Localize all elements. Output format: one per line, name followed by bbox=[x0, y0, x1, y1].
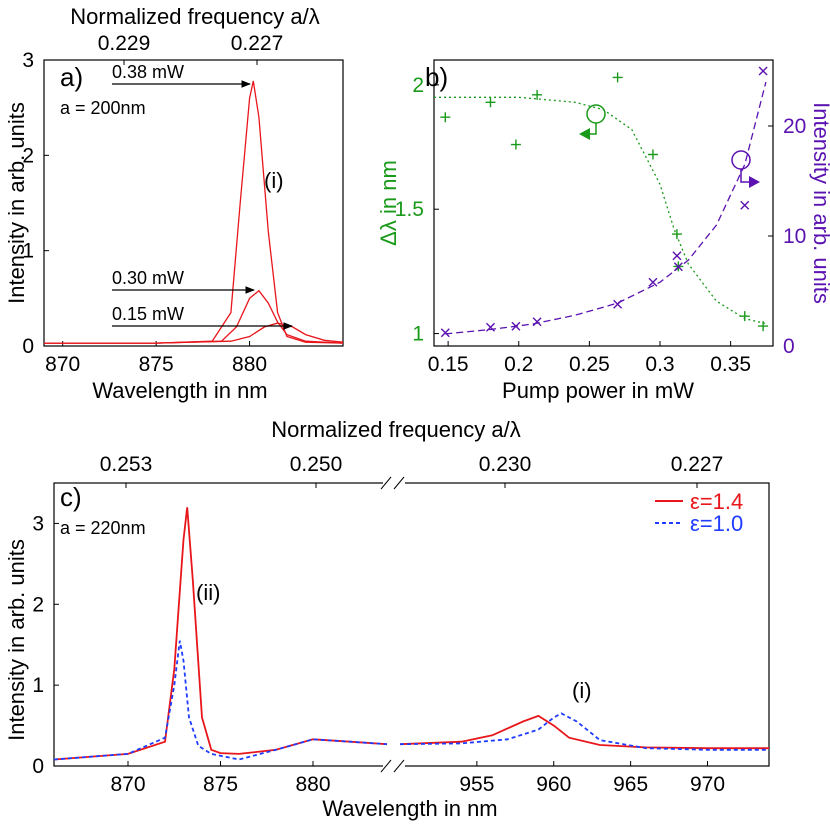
panel-c-y-axis-label: Intensity in arb. units bbox=[4, 539, 29, 741]
panel-c-x-axis-label: Wavelength in nm bbox=[322, 796, 497, 821]
panel-b-delta-point bbox=[739, 311, 750, 322]
panel-c-xtick-label: 955 bbox=[459, 773, 494, 796]
panel-b-xtick-label: 0.15 bbox=[428, 353, 469, 376]
panel-b-fit-right bbox=[445, 81, 767, 335]
panel-a-xtick-label: 875 bbox=[139, 353, 174, 376]
panel-c-xtick-label: 970 bbox=[690, 773, 725, 796]
panel-b-frame bbox=[433, 59, 774, 347]
panel-a-xtick-label: 880 bbox=[232, 353, 267, 376]
panel-a-letter: a) bbox=[60, 62, 83, 92]
panel-c-top-tick-label: 0.250 bbox=[290, 453, 343, 476]
panel-a-top-tick-label: 0.229 bbox=[98, 32, 151, 55]
panel-b-left-tick-label: 2 bbox=[412, 74, 424, 97]
panel-b-delta-point bbox=[485, 97, 496, 108]
panel-b-delta-point bbox=[671, 229, 682, 240]
panel-a-top-tick-label: 0.227 bbox=[231, 32, 284, 55]
panel-b-intensity-point bbox=[673, 262, 683, 272]
panel-a-power-label-1: 0.30 mW bbox=[112, 268, 184, 288]
panel-a-series-line-2 bbox=[44, 322, 343, 344]
panel-b-intensity-point bbox=[648, 277, 658, 287]
panel-a-series-line-0 bbox=[44, 80, 343, 344]
panel-b-delta-point bbox=[532, 89, 543, 100]
legend-label-eps-1-0: ε=1.0 bbox=[690, 511, 743, 536]
panel-a-x-axis-label: Wavelength in nm bbox=[92, 378, 267, 403]
panel-c-ytick-label: 2 bbox=[32, 593, 44, 616]
panel-b-right-tick-label: 20 bbox=[783, 115, 806, 138]
panel-c-peak-label-i: (i) bbox=[572, 678, 592, 703]
panel-b-intensity-point bbox=[672, 251, 682, 261]
panel-c-xtick-label: 965 bbox=[613, 773, 648, 796]
panel-b-fit-left bbox=[434, 96, 767, 325]
panel-c-ytick-label: 1 bbox=[32, 674, 44, 697]
panel-a-ytick-label: 2 bbox=[22, 144, 34, 167]
panel-a-ytick-label: 1 bbox=[22, 240, 34, 263]
panel-b-delta-point bbox=[510, 139, 521, 150]
panel-b-intensity-point bbox=[740, 200, 750, 210]
panel-a-series-line-1 bbox=[44, 289, 343, 344]
panel-c-xtick-label: 880 bbox=[295, 773, 330, 796]
panel-b-left-axis-label: Δλ in nm bbox=[376, 160, 401, 246]
panel-a-ytick-label: 0 bbox=[22, 335, 34, 358]
panel-c-letter: c) bbox=[60, 482, 82, 512]
panel-b-delta-point bbox=[440, 112, 451, 123]
panel-b-intensity-point bbox=[758, 66, 768, 76]
panel-c-series-right-0 bbox=[400, 714, 769, 750]
panel-b-intensity-point bbox=[511, 321, 521, 331]
panel-b-right-axis-indicator-line bbox=[740, 169, 750, 183]
panel-b-right-tick-label: 0 bbox=[783, 335, 795, 358]
panel-a-top-axis-label: Normalized frequency a/λ bbox=[70, 4, 319, 29]
panel-c-lattice-annotation: a = 220nm bbox=[60, 518, 146, 538]
panel-b-xtick-label: 0.35 bbox=[710, 353, 751, 376]
panel-b-left-axis-indicator-arrowhead bbox=[579, 128, 590, 140]
panel-c-top-tick-label: 0.227 bbox=[671, 453, 724, 476]
panel-a-xtick-label: 870 bbox=[45, 353, 80, 376]
panel-b-left-axis-indicator-circle bbox=[586, 104, 606, 124]
panel-a-lattice-annotation: a = 200nm bbox=[60, 98, 146, 118]
panel-b-left-axis-indicator-line bbox=[588, 123, 597, 135]
panel-b-left-tick-label: 1.5 bbox=[395, 198, 424, 221]
panel-b-intensity-point bbox=[486, 322, 495, 332]
panel-c-series-left-0 bbox=[54, 507, 387, 761]
panel-b-letter: b) bbox=[425, 62, 448, 92]
panel-b-xtick-label: 0.2 bbox=[504, 353, 533, 376]
panel-a-frame bbox=[43, 59, 344, 347]
panel-c-peak-label-ii: (ii) bbox=[196, 580, 220, 605]
panel-c-top-tick-label: 0.253 bbox=[100, 453, 153, 476]
panel-b-xtick-label: 0.3 bbox=[645, 353, 674, 376]
panel-a-power-label-2: 0.15 mW bbox=[112, 304, 184, 324]
panel-b-left-tick-label: 1 bbox=[412, 323, 424, 346]
panel-b-right-tick-label: 10 bbox=[783, 225, 806, 248]
panel-c-xtick-label: 875 bbox=[203, 773, 238, 796]
panel-c-series-right-1 bbox=[400, 712, 769, 751]
panel-c-xtick-label: 870 bbox=[110, 773, 145, 796]
panel-c: Normalized frequency a/λ 0.253 0.250 0.230… bbox=[4, 417, 770, 821]
panel-b-intensity-point bbox=[532, 317, 542, 327]
panel-c-top-axis-label: Normalized frequency a/λ bbox=[271, 417, 520, 442]
panel-b-xtick-label: 0.25 bbox=[569, 353, 610, 376]
panel-b-right-axis-label: Intensity in arb. units bbox=[809, 102, 830, 304]
panel-c-top-tick-label: 0.230 bbox=[479, 453, 532, 476]
panel-a-peak-marker: (i) bbox=[264, 168, 284, 193]
panel-a-y-axis-label: Intensity in arb. units bbox=[4, 102, 29, 304]
panel-c-xtick-label: 960 bbox=[536, 773, 571, 796]
panel-a: Normalized frequency a/λ 0.229 0.227 870 8… bbox=[4, 4, 344, 403]
panel-b-intensity-point bbox=[613, 299, 623, 309]
panel-b-x-axis-label: Pump power in mW bbox=[502, 378, 694, 403]
panel-c-ytick-label: 3 bbox=[32, 512, 44, 535]
panel-b-right-axis-indicator-circle bbox=[731, 150, 751, 170]
panel-b: 0.15 0.2 0.25 0.3 0.35 1 1.5 2 0 10 20 Pump powe… bbox=[376, 59, 830, 403]
legend-label-eps-1-4: ε=1.4 bbox=[690, 489, 743, 514]
panel-a-ytick-label: 3 bbox=[22, 49, 34, 72]
panel-b-intensity-point bbox=[440, 328, 450, 338]
panel-c-series-left-1 bbox=[54, 640, 387, 761]
panel-b-right-axis-indicator-arrowhead bbox=[749, 176, 760, 188]
panel-c-frame bbox=[53, 470, 770, 773]
panel-c-legend: ε=1.4 ε=1.0 bbox=[655, 489, 743, 536]
panel-b-delta-point bbox=[612, 72, 623, 83]
panel-a-power-label-0: 0.38 mW bbox=[112, 62, 184, 82]
panel-b-delta-point bbox=[758, 321, 769, 332]
panel-c-ytick-label: 0 bbox=[32, 755, 44, 778]
panel-b-delta-point bbox=[647, 149, 658, 160]
